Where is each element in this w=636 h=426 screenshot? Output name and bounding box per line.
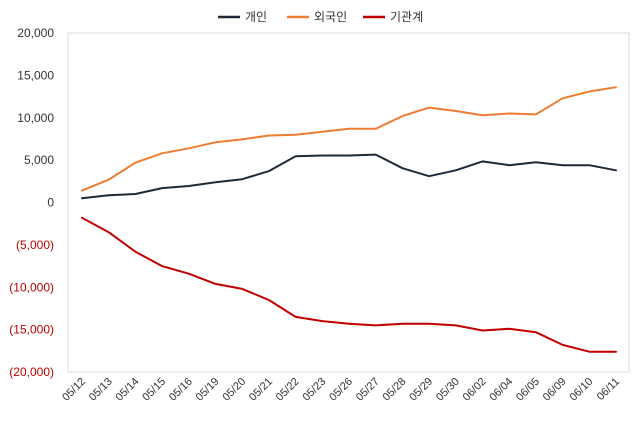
series-layer — [81, 86, 617, 353]
series-line-2 — [81, 216, 617, 353]
legend-label-1: 외국인 — [314, 10, 347, 24]
y-axis: 20,000 15,000 10,000 5,000 0 (5,000) (10,000) (… — [9, 26, 54, 379]
series-line-0 — [81, 153, 617, 200]
y-tick-label: 15,000 — [17, 68, 54, 82]
y-tick-label: (15,000) — [9, 323, 54, 337]
legend: 개인 외국인 기관계 — [218, 10, 423, 24]
y-tick-label: (5,000) — [16, 238, 54, 252]
legend-label-2: 기관계 — [390, 10, 423, 24]
plot-border — [67, 32, 630, 373]
y-tick-label: 10,000 — [17, 111, 54, 125]
y-tick-label: 5,000 — [24, 153, 54, 167]
plot-area — [67, 32, 630, 373]
legend-label-0: 개인 — [245, 10, 267, 24]
y-tick-label: 0 — [47, 196, 54, 210]
y-tick-label: (20,000) — [9, 365, 54, 379]
y-tick-label: 20,000 — [17, 26, 54, 40]
y-tick-label: (10,000) — [9, 280, 54, 294]
series-line-1 — [81, 86, 617, 192]
